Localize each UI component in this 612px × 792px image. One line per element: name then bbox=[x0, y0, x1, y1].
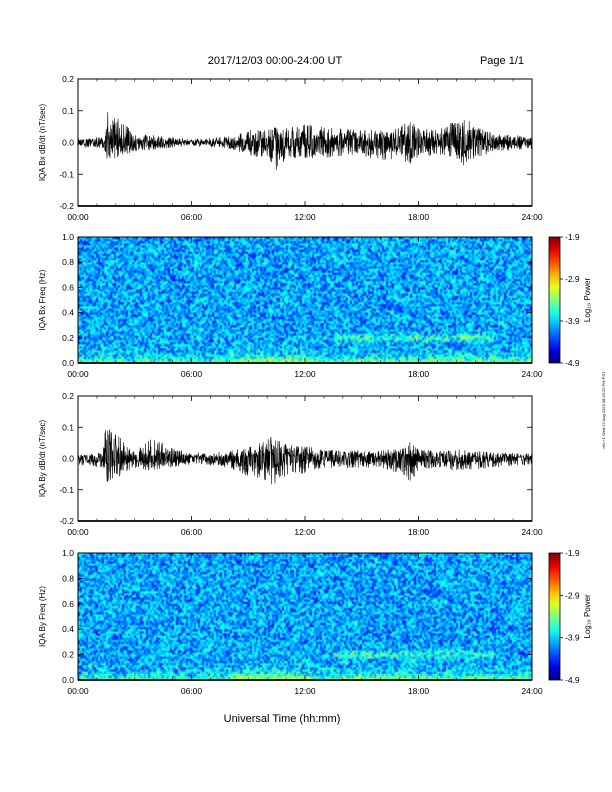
y-axis-label: IQA Bx Freq (Hz) bbox=[38, 269, 47, 330]
y-tick-label: 0.1 bbox=[62, 106, 74, 116]
page-number: Page 1/1 bbox=[480, 55, 524, 67]
colorbar-label: Log₁₀ Power bbox=[583, 278, 592, 323]
x-tick-label: 06:00 bbox=[181, 686, 203, 696]
y-tick-label: -0.1 bbox=[59, 485, 74, 495]
y-tick-label: 0.1 bbox=[62, 422, 74, 432]
y-tick-label: 1.0 bbox=[62, 232, 74, 242]
colorbar-tick-label: -4.9 bbox=[565, 358, 580, 368]
colorbar-label: Log₁₀ Power bbox=[583, 594, 592, 639]
x-tick-label: 24:00 bbox=[521, 212, 543, 222]
waveform-trace bbox=[77, 112, 533, 171]
x-tick-label: 24:00 bbox=[521, 527, 543, 537]
x-tick-label: 00:00 bbox=[67, 212, 89, 222]
x-tick-label: 18:00 bbox=[408, 527, 430, 537]
x-tick-label: 12:00 bbox=[294, 212, 316, 222]
x-tick-label: 06:00 bbox=[181, 369, 203, 379]
y-tick-label: 0.2 bbox=[62, 650, 74, 660]
timestamp-stamp: rel=+1 Wed 22 Aug 2023 08:30:20 PM PST bbox=[601, 371, 606, 448]
colorbar-tick-label: -4.9 bbox=[565, 675, 580, 685]
colorbar-tick-label: -1.9 bbox=[565, 232, 580, 242]
x-tick-label: 12:00 bbox=[294, 527, 316, 537]
y-tick-label: 0.2 bbox=[62, 74, 74, 84]
y-tick-label: 0.2 bbox=[62, 391, 74, 401]
spectrogram-image bbox=[78, 237, 532, 363]
x-tick-label: 18:00 bbox=[408, 686, 430, 696]
y-tick-label: 0.4 bbox=[62, 624, 74, 634]
y-tick-label: 1.0 bbox=[62, 548, 74, 558]
x-tick-label: 00:00 bbox=[67, 686, 89, 696]
x-tick-label: 18:00 bbox=[408, 212, 430, 222]
panel-3: 0.2 0.1 0.0 -0.1 -0.2 IQA By dB/dt (nT/sec) 00… bbox=[38, 391, 543, 537]
y-tick-label: 0.0 bbox=[62, 675, 74, 685]
y-tick-label: 0.8 bbox=[62, 257, 74, 267]
y-tick-label: 0.2 bbox=[62, 333, 74, 343]
panel-2: -1.9 -2.9 -3.9 -4.9 Log₁₀ Power 1.0 0.8 0.6 0.4 0… bbox=[38, 232, 592, 379]
x-axis-label: Universal Time (hh:mm) bbox=[224, 713, 341, 725]
colorbar-tick-label: -3.9 bbox=[565, 633, 580, 643]
y-tick-label: -0.2 bbox=[59, 201, 74, 211]
x-tick-label: 12:00 bbox=[294, 369, 316, 379]
x-tick-label: 12:00 bbox=[294, 686, 316, 696]
waveform-trace bbox=[77, 429, 533, 485]
y-axis-label: IQA By Freq (Hz) bbox=[38, 586, 47, 647]
y-axis-label: IQA Bx dB/dt (nT/sec) bbox=[38, 103, 47, 181]
y-tick-label: 0.0 bbox=[62, 454, 74, 464]
panel-1: 0.2 0.1 0.0 -0.1 -0.2 IQA Bx dB/dt (nT/sec) 00… bbox=[38, 74, 543, 222]
colorbar-tick-label: -1.9 bbox=[565, 548, 580, 558]
panels-group: 0.2 0.1 0.0 -0.1 -0.2 IQA Bx dB/dt (nT/sec) 00… bbox=[38, 74, 592, 696]
x-tick-label: 00:00 bbox=[67, 369, 89, 379]
x-tick-label: 06:00 bbox=[181, 527, 203, 537]
date-range-title: 2017/12/03 00:00-24:00 UT bbox=[208, 55, 343, 67]
x-tick-label: 00:00 bbox=[67, 527, 89, 537]
spectrogram-image bbox=[78, 553, 532, 680]
colorbar bbox=[548, 552, 561, 681]
colorbar-tick-label: -2.9 bbox=[565, 274, 580, 284]
x-tick-label: 24:00 bbox=[521, 369, 543, 379]
y-tick-label: 0.0 bbox=[62, 358, 74, 368]
y-tick-label: -0.1 bbox=[59, 169, 74, 179]
x-tick-label: 06:00 bbox=[181, 212, 203, 222]
y-tick-label: -0.2 bbox=[59, 516, 74, 526]
y-tick-label: 0.0 bbox=[62, 138, 74, 148]
colorbar-tick-label: -3.9 bbox=[565, 316, 580, 326]
colorbar-tick-label: -2.9 bbox=[565, 590, 580, 600]
x-tick-label: 18:00 bbox=[408, 369, 430, 379]
y-tick-label: 0.8 bbox=[62, 573, 74, 583]
x-tick-label: 24:00 bbox=[521, 686, 543, 696]
y-tick-label: 0.4 bbox=[62, 308, 74, 318]
y-tick-label: 0.6 bbox=[62, 599, 74, 609]
y-tick-label: 0.6 bbox=[62, 282, 74, 292]
y-axis-label: IQA By dB/dt (nT/sec) bbox=[38, 419, 47, 497]
colorbar bbox=[548, 236, 561, 364]
panel-4: -1.9 -2.9 -3.9 -4.9 Log₁₀ Power 1.0 0.8 0.6 0.4 0… bbox=[38, 548, 592, 696]
